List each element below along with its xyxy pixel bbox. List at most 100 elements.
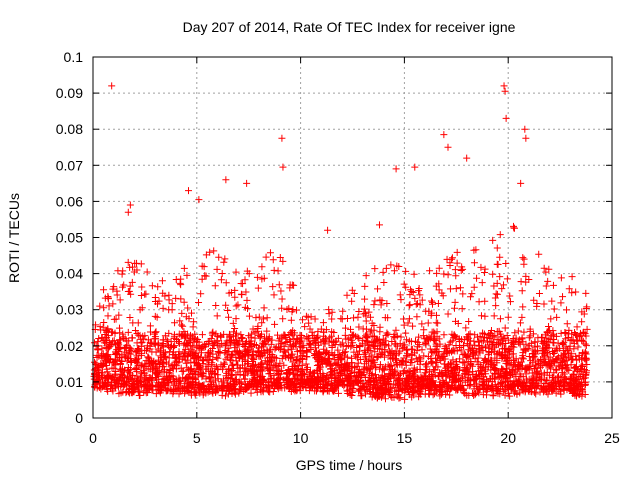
data-point-marker	[392, 165, 400, 173]
data-point-marker	[141, 332, 149, 340]
data-point-marker	[535, 250, 543, 258]
data-point-marker	[481, 356, 489, 364]
data-point-marker	[518, 313, 526, 321]
data-point-marker	[165, 369, 173, 377]
data-point-marker	[540, 264, 548, 272]
data-point-marker	[168, 342, 176, 350]
data-point-marker	[96, 323, 104, 331]
data-point-marker	[345, 365, 353, 373]
data-point-marker	[502, 114, 510, 122]
data-point-marker	[148, 376, 156, 384]
data-point-marker	[472, 382, 480, 390]
data-point-marker	[531, 388, 539, 396]
data-point-marker	[381, 346, 389, 354]
data-point-marker	[564, 334, 572, 342]
y-tick-label: 0.08	[56, 121, 83, 137]
data-point-marker	[298, 361, 306, 369]
data-point-marker	[126, 314, 134, 322]
data-point-marker	[318, 355, 326, 363]
data-point-marker	[331, 384, 339, 392]
data-point-marker	[175, 337, 183, 345]
data-point-marker	[125, 344, 133, 352]
data-point-marker	[328, 315, 336, 323]
data-point-marker	[146, 365, 154, 373]
data-point-marker	[481, 385, 489, 393]
data-point-marker	[430, 328, 438, 336]
data-point-marker	[580, 375, 588, 383]
data-point-marker	[151, 312, 159, 320]
data-point-marker	[254, 347, 262, 355]
data-point-marker	[236, 387, 244, 395]
data-point-marker	[351, 363, 359, 371]
data-point-marker	[383, 329, 391, 337]
data-point-marker	[408, 351, 416, 359]
data-point-marker	[343, 376, 351, 384]
data-point-marker	[522, 134, 530, 142]
data-point-marker	[395, 349, 403, 357]
data-point-marker	[527, 339, 535, 347]
data-point-marker	[376, 323, 384, 331]
data-point-marker	[409, 288, 417, 296]
data-point-marker	[169, 364, 177, 372]
data-point-marker	[550, 305, 558, 313]
data-point-marker	[159, 343, 167, 351]
data-point-marker	[355, 308, 363, 316]
data-point-marker	[387, 392, 395, 400]
data-point-marker	[222, 279, 230, 287]
data-point-marker	[328, 343, 336, 351]
data-point-marker	[177, 364, 185, 372]
data-point-marker	[112, 350, 120, 358]
data-point-marker	[448, 254, 456, 262]
data-point-marker	[137, 291, 145, 299]
data-point-marker	[502, 259, 510, 267]
data-point-marker	[520, 260, 528, 268]
data-point-marker	[365, 308, 373, 316]
data-point-marker	[151, 294, 159, 302]
data-point-marker	[370, 338, 378, 346]
data-point-marker	[489, 236, 497, 244]
data-point-marker	[222, 176, 230, 184]
data-point-marker	[538, 362, 546, 370]
data-point-marker	[141, 363, 149, 371]
data-point-marker	[492, 290, 500, 298]
data-point-marker	[399, 357, 407, 365]
data-point-marker	[410, 379, 418, 387]
data-point-marker	[219, 363, 227, 371]
data-point-marker	[311, 384, 319, 392]
data-point-marker	[460, 385, 468, 393]
data-point-marker	[467, 344, 475, 352]
data-point-marker	[250, 354, 258, 362]
data-point-marker	[517, 278, 525, 286]
data-point-marker	[383, 300, 391, 308]
data-point-marker	[445, 383, 453, 391]
data-point-marker	[364, 379, 372, 387]
data-point-marker	[557, 274, 565, 282]
data-point-marker	[380, 366, 388, 374]
data-point-marker	[257, 365, 265, 373]
data-point-marker	[481, 265, 489, 273]
data-point-marker	[91, 358, 99, 366]
data-point-marker	[198, 275, 206, 283]
data-point-marker	[497, 330, 505, 338]
data-point-marker	[518, 382, 526, 390]
data-point-marker	[511, 329, 519, 337]
data-point-marker	[424, 319, 432, 327]
data-point-marker	[379, 377, 387, 385]
data-point-marker	[458, 374, 466, 382]
data-point-marker	[540, 337, 548, 345]
data-point-marker	[453, 248, 461, 256]
data-point-marker	[144, 383, 152, 391]
data-point-marker	[162, 353, 170, 361]
data-point-marker	[419, 332, 427, 340]
data-point-marker	[283, 338, 291, 346]
data-point-marker	[373, 352, 381, 360]
data-point-marker	[138, 304, 146, 312]
data-point-marker	[492, 302, 500, 310]
data-point-marker	[561, 362, 569, 370]
data-point-marker	[178, 331, 186, 339]
data-point-marker	[115, 324, 123, 332]
data-point-marker	[325, 350, 333, 358]
data-point-marker	[110, 283, 118, 291]
data-point-marker	[267, 374, 275, 382]
data-point-marker	[452, 386, 460, 394]
